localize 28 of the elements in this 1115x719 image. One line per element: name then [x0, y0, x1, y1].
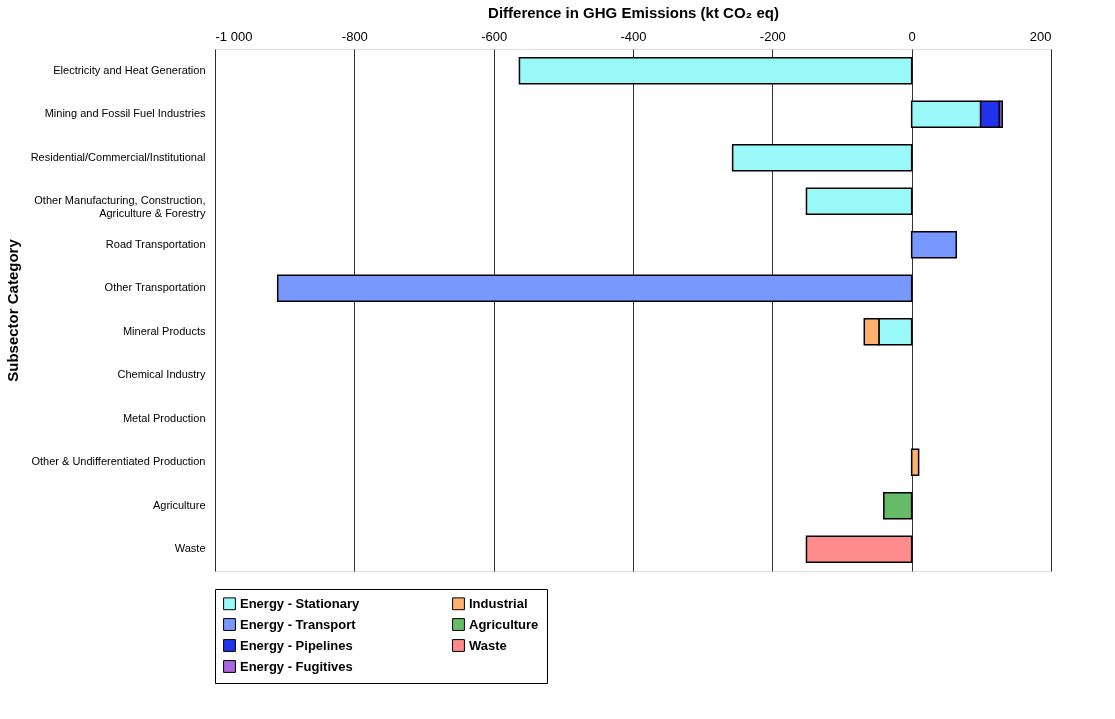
- y-tick-label: Waste: [174, 542, 206, 555]
- x-tick-label: -600: [481, 28, 508, 44]
- legend-label: Energy - Fugitives: [240, 658, 353, 674]
- y-axis-title: Subsector Category: [3, 238, 21, 382]
- legend-label: Energy - Stationary: [240, 595, 360, 611]
- legend-label: Industrial: [469, 595, 528, 611]
- x-tick-label: -800: [341, 28, 368, 44]
- y-tick-label: Other & Undifferentiated Production: [31, 455, 206, 468]
- y-tick-label: Road Transportation: [105, 237, 206, 250]
- x-tick-label: -1 000: [215, 28, 253, 44]
- legend-label: Agriculture: [469, 616, 539, 632]
- y-tick-label: Agriculture: [152, 498, 206, 511]
- y-tick-label: Electricity and Heat Generation: [53, 63, 206, 76]
- x-tick-label: 0: [908, 28, 916, 44]
- y-tick-label: Other Transportation: [104, 281, 206, 294]
- y-tick-label: Other Manufacturing, Construction, Agriculture & Forestry: [34, 194, 206, 220]
- x-tick-label: -200: [759, 28, 786, 44]
- x-tick-label: 200: [1029, 28, 1052, 44]
- x-axis-title: Difference in GHG Emissions (kt CO₂ eq): [488, 3, 779, 21]
- y-tick-label: Chemical Industry: [117, 368, 206, 381]
- legend-label: Waste: [469, 637, 507, 653]
- x-tick-label: -400: [620, 28, 647, 44]
- y-tick-label: Mineral Products: [122, 324, 206, 337]
- legend-label: Energy - Pipelines: [240, 637, 353, 653]
- y-tick-label: Residential/Commercial/Institutional: [30, 150, 206, 163]
- y-tick-label: Metal Production: [122, 411, 206, 424]
- y-tick-label: Mining and Fossil Fuel Industries: [44, 107, 206, 120]
- legend-label: Energy - Transport: [240, 616, 357, 632]
